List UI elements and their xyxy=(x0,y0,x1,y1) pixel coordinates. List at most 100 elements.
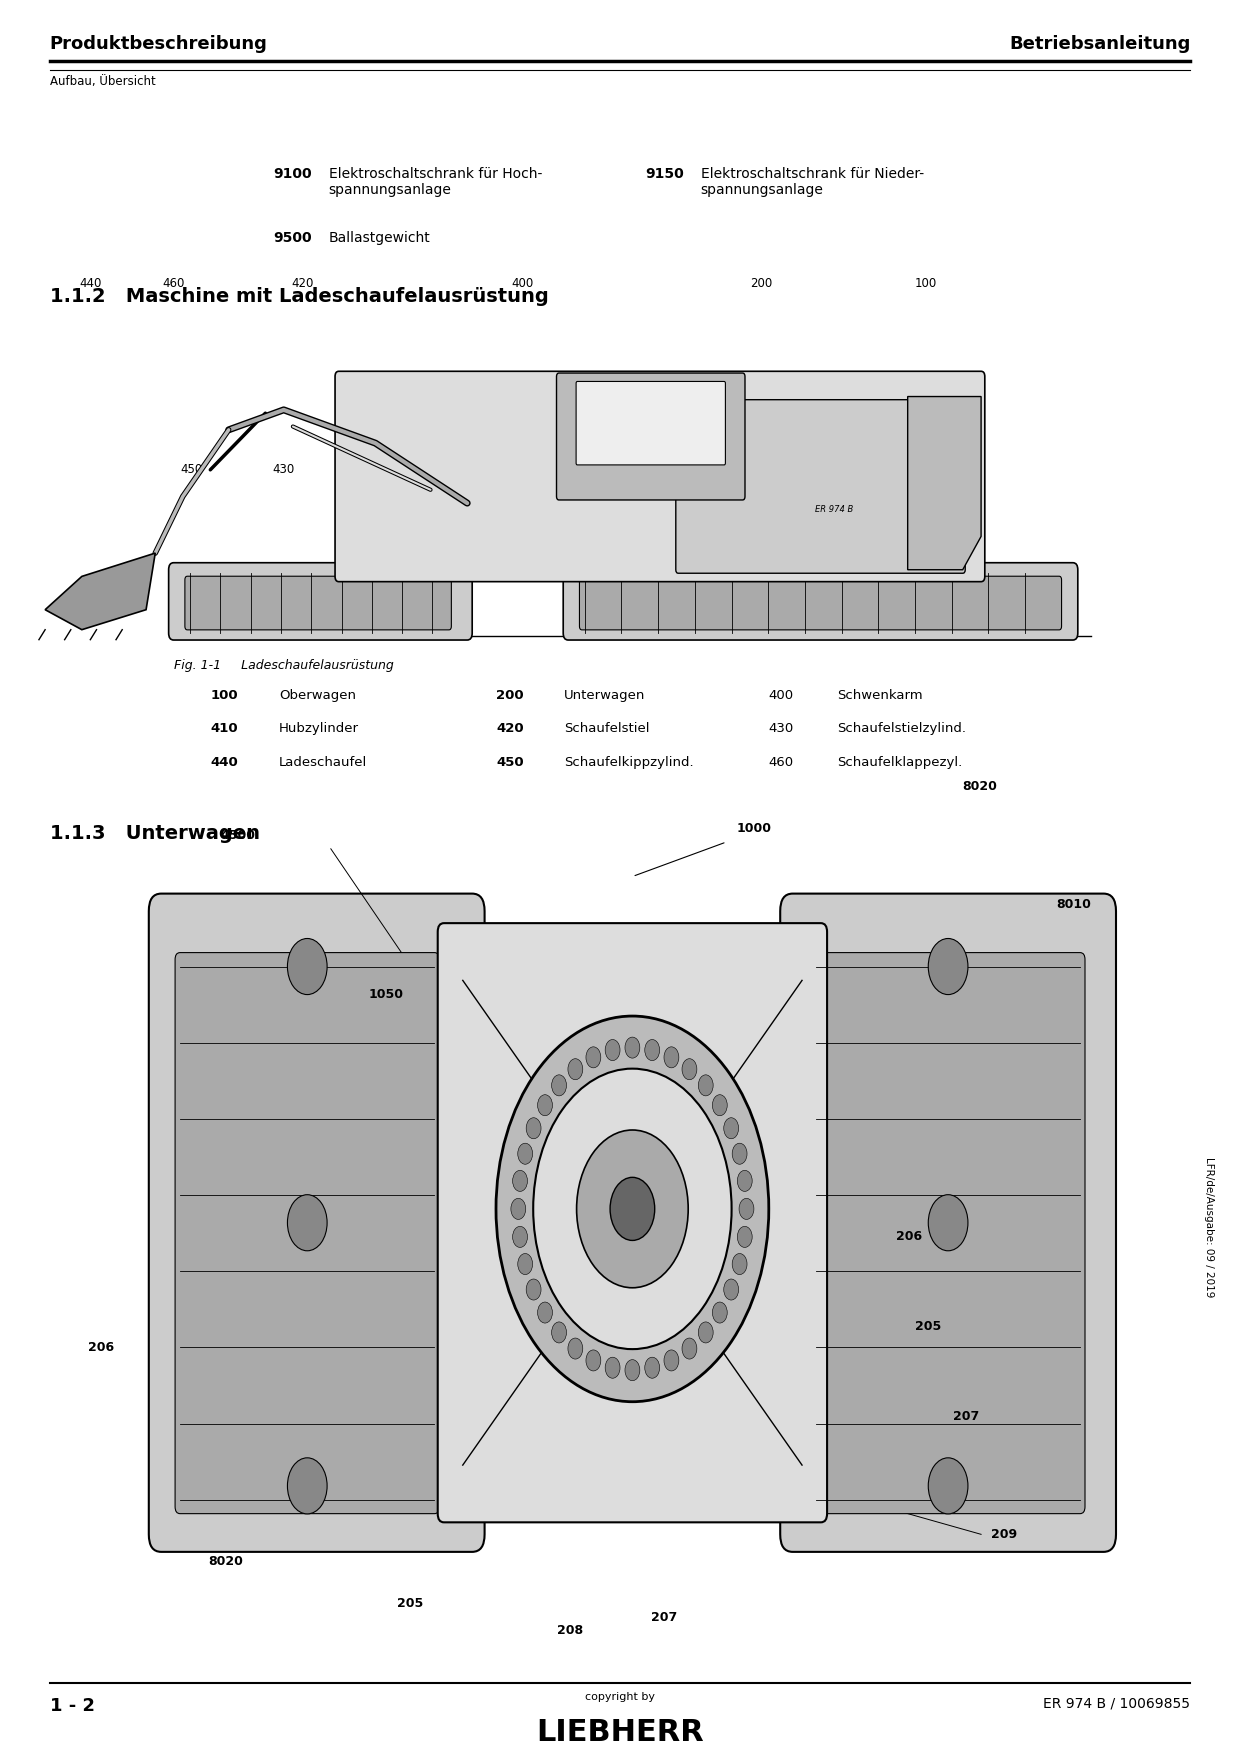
Text: 430: 430 xyxy=(769,723,794,735)
Circle shape xyxy=(929,1458,968,1515)
Text: 206: 206 xyxy=(897,1230,923,1243)
Circle shape xyxy=(732,1143,746,1164)
Text: LFR/de/Ausgabe: 09 / 2019: LFR/de/Ausgabe: 09 / 2019 xyxy=(1204,1157,1214,1297)
FancyBboxPatch shape xyxy=(169,563,472,641)
Text: Unterwagen: Unterwagen xyxy=(564,690,646,702)
Text: 440: 440 xyxy=(79,277,102,290)
Polygon shape xyxy=(908,397,981,570)
Circle shape xyxy=(738,1171,753,1192)
Text: 450: 450 xyxy=(496,756,523,769)
Text: 100: 100 xyxy=(211,690,238,702)
Text: 8010: 8010 xyxy=(1056,899,1091,911)
Text: 1 - 2: 1 - 2 xyxy=(50,1697,94,1715)
Circle shape xyxy=(625,1360,640,1381)
Text: 1000: 1000 xyxy=(737,821,771,835)
Text: 207: 207 xyxy=(651,1611,677,1623)
Circle shape xyxy=(587,1350,601,1371)
Circle shape xyxy=(288,1458,327,1515)
Circle shape xyxy=(538,1095,553,1116)
Text: Oberwagen: Oberwagen xyxy=(279,690,356,702)
Circle shape xyxy=(698,1074,713,1095)
Circle shape xyxy=(552,1322,567,1343)
Circle shape xyxy=(724,1118,739,1139)
Text: 206: 206 xyxy=(88,1341,114,1353)
Circle shape xyxy=(288,939,327,995)
Text: 1050: 1050 xyxy=(368,988,403,1000)
Circle shape xyxy=(645,1039,660,1060)
FancyBboxPatch shape xyxy=(676,400,965,574)
Text: Ladeschaufel: Ladeschaufel xyxy=(279,756,367,769)
Circle shape xyxy=(538,1302,553,1323)
Circle shape xyxy=(645,1357,660,1378)
Circle shape xyxy=(610,1178,655,1241)
Text: 420: 420 xyxy=(496,723,523,735)
Circle shape xyxy=(663,1350,678,1371)
Text: copyright by: copyright by xyxy=(585,1692,655,1702)
FancyBboxPatch shape xyxy=(557,374,745,500)
Text: Schwenkarm: Schwenkarm xyxy=(837,690,923,702)
Text: Schaufelstielzylind.: Schaufelstielzylind. xyxy=(837,723,966,735)
Text: 9500: 9500 xyxy=(273,232,311,246)
Text: 209: 209 xyxy=(991,1529,1017,1541)
Circle shape xyxy=(739,1199,754,1220)
Circle shape xyxy=(663,1046,678,1067)
FancyBboxPatch shape xyxy=(780,893,1116,1551)
FancyBboxPatch shape xyxy=(563,563,1078,641)
Circle shape xyxy=(568,1058,583,1079)
Text: 8020: 8020 xyxy=(208,1555,243,1569)
FancyBboxPatch shape xyxy=(811,953,1085,1513)
Circle shape xyxy=(605,1039,620,1060)
Circle shape xyxy=(682,1337,697,1358)
Circle shape xyxy=(712,1302,727,1323)
Text: Schaufelklappezyl.: Schaufelklappezyl. xyxy=(837,756,962,769)
Text: Schaufelkippzylind.: Schaufelkippzylind. xyxy=(564,756,694,769)
Text: Elektroschaltschrank für Hoch-
spannungsanlage: Elektroschaltschrank für Hoch- spannungs… xyxy=(329,167,542,197)
Circle shape xyxy=(526,1118,541,1139)
Text: 400: 400 xyxy=(769,690,794,702)
Text: 1.1.3   Unterwagen: 1.1.3 Unterwagen xyxy=(50,823,259,842)
Text: Aufbau, Übersicht: Aufbau, Übersicht xyxy=(50,75,155,88)
Circle shape xyxy=(587,1046,601,1067)
FancyBboxPatch shape xyxy=(185,576,451,630)
Text: 205: 205 xyxy=(915,1320,941,1334)
Text: 460: 460 xyxy=(162,277,185,290)
Text: 4500: 4500 xyxy=(221,828,255,842)
Text: 450: 450 xyxy=(181,463,203,476)
Circle shape xyxy=(526,1279,541,1300)
Circle shape xyxy=(724,1279,739,1300)
FancyBboxPatch shape xyxy=(438,923,827,1522)
Text: 420: 420 xyxy=(291,277,314,290)
Text: 9150: 9150 xyxy=(645,167,683,181)
Text: 200: 200 xyxy=(750,277,773,290)
Text: 8020: 8020 xyxy=(962,781,997,793)
FancyBboxPatch shape xyxy=(577,381,725,465)
Text: 430: 430 xyxy=(273,463,295,476)
Text: Produktbeschreibung: Produktbeschreibung xyxy=(50,35,268,53)
Text: Elektroschaltschrank für Nieder-
spannungsanlage: Elektroschaltschrank für Nieder- spannun… xyxy=(701,167,924,197)
FancyBboxPatch shape xyxy=(579,576,1061,630)
Circle shape xyxy=(682,1058,697,1079)
Text: 208: 208 xyxy=(557,1625,583,1637)
Text: Schaufelstiel: Schaufelstiel xyxy=(564,723,650,735)
Circle shape xyxy=(512,1171,527,1192)
Text: Fig. 1-1     Ladeschaufelausrüstung: Fig. 1-1 Ladeschaufelausrüstung xyxy=(174,660,393,672)
FancyBboxPatch shape xyxy=(175,953,439,1513)
Circle shape xyxy=(929,1195,968,1251)
Text: LIEBHERR: LIEBHERR xyxy=(536,1718,704,1746)
Circle shape xyxy=(732,1253,746,1274)
Circle shape xyxy=(738,1227,753,1248)
Circle shape xyxy=(605,1357,620,1378)
Circle shape xyxy=(577,1130,688,1288)
Circle shape xyxy=(552,1074,567,1095)
Text: 460: 460 xyxy=(769,756,794,769)
FancyBboxPatch shape xyxy=(335,372,985,581)
Polygon shape xyxy=(45,553,155,630)
Text: Hubzylinder: Hubzylinder xyxy=(279,723,360,735)
Text: 400: 400 xyxy=(511,277,533,290)
Circle shape xyxy=(512,1227,527,1248)
Text: Ballastgewicht: Ballastgewicht xyxy=(329,232,430,246)
Circle shape xyxy=(568,1337,583,1358)
Text: Betriebsanleitung: Betriebsanleitung xyxy=(1009,35,1190,53)
Circle shape xyxy=(496,1016,769,1402)
Text: 410: 410 xyxy=(365,512,387,526)
